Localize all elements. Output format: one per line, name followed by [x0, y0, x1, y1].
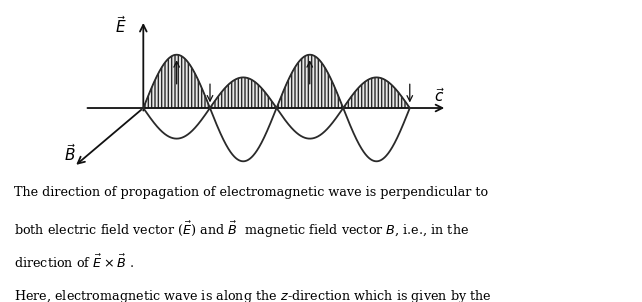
- Text: $\vec{B}$: $\vec{B}$: [64, 143, 76, 164]
- Text: The direction of propagation of electromagnetic wave is perpendicular to: The direction of propagation of electrom…: [14, 186, 489, 199]
- Text: $\vec{E}$: $\vec{E}$: [115, 15, 126, 36]
- Text: both electric field vector ($\vec{E}$) and $\vec{B}$  magnetic field vector $B$,: both electric field vector ($\vec{E}$) a…: [14, 220, 469, 240]
- Text: Here, electromagnetic wave is along the $z$-direction which is given by the: Here, electromagnetic wave is along the …: [14, 288, 492, 302]
- Text: direction of $\vec{E}\times\vec{B}$ .: direction of $\vec{E}\times\vec{B}$ .: [14, 254, 134, 271]
- Text: $\vec{c}$: $\vec{c}$: [433, 87, 444, 105]
